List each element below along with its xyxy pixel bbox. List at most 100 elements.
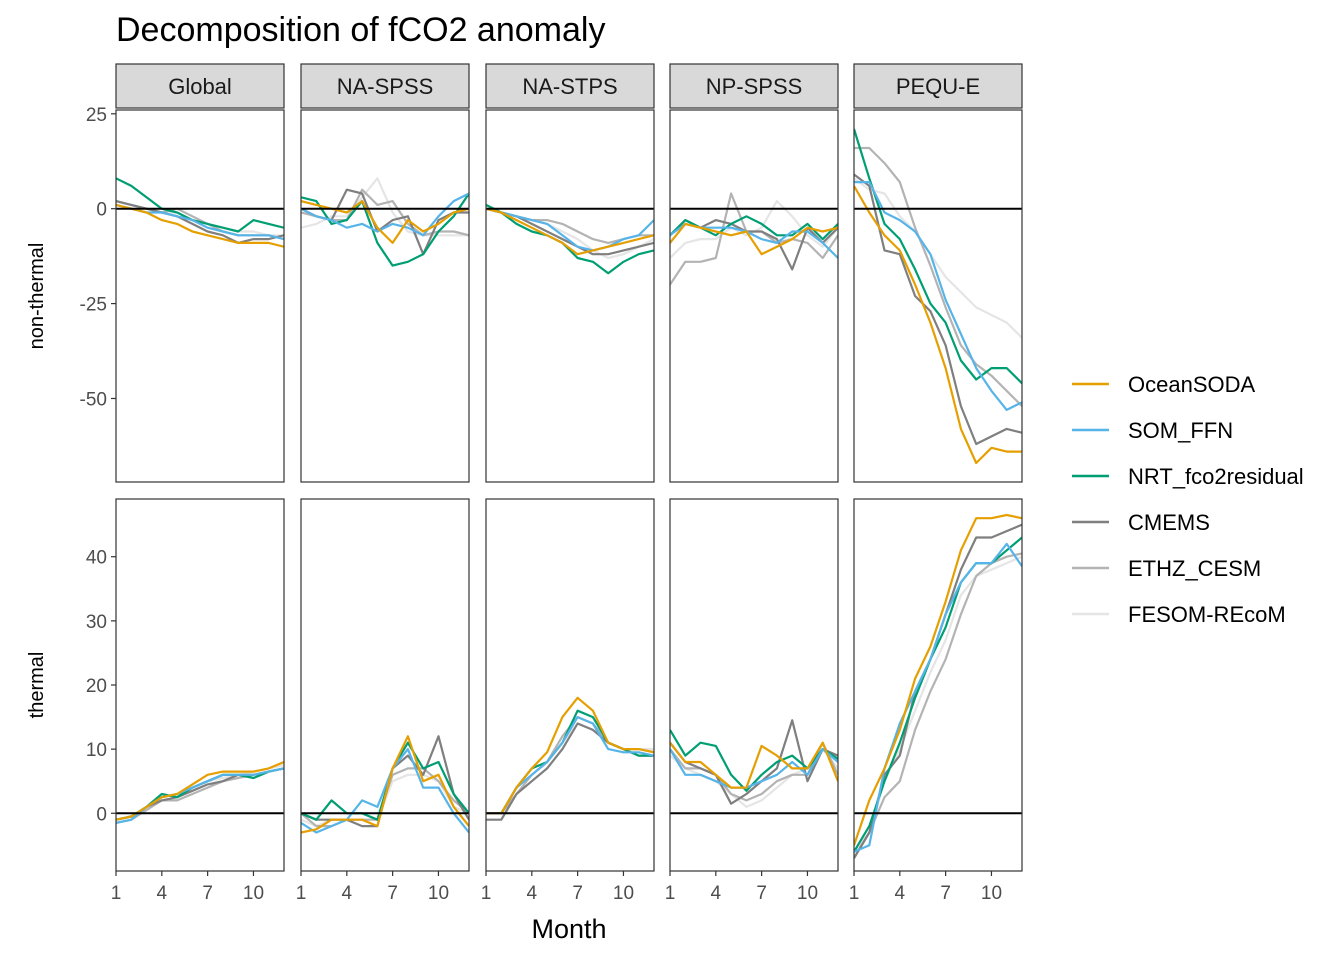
panel-background [116,110,284,482]
legend-item-som-ffn: SOM_FFN [1072,418,1233,443]
panel-border [485,498,655,872]
series-line-som-ffn [670,747,838,789]
y-tick-label: 30 [86,612,107,633]
strip-label-np-spss: NP-SPSS [706,74,803,99]
plot-area [301,177,469,267]
legend-label-nrt-fco2residual: NRT_fco2residual [1128,464,1304,489]
x-tick-label: 7 [756,883,767,904]
row-label-thermal: thermal [26,652,48,719]
x-tick-label: 7 [940,883,951,904]
strip-na-stps [485,63,655,109]
panel-thermal-pequ-e: 1 4 7 10 [849,498,1023,904]
series-line-som-ffn [854,181,1022,411]
series-line-oceansoda [116,760,284,821]
series-line-som-ffn [301,192,469,237]
plot-area [854,513,1022,859]
series-line-oceansoda [116,203,284,248]
panel-background [116,499,284,871]
legend-item-oceansoda: OceanSODA [1072,372,1255,397]
panel-border [300,498,470,872]
panel-thermal-na-stps: 1 4 7 10 [481,498,655,904]
plot-area [486,696,654,821]
strip-na-spss [300,63,470,109]
panel-thermal-np-spss: 1 4 7 10 [665,498,839,904]
series-line-nrt-fco2residual [854,128,1022,385]
panel-background [854,110,1022,482]
series-line-cmems [854,173,1022,446]
panel-thermal-na-spss: 1 4 7 10 [296,498,470,904]
x-tick-label: 4 [342,883,353,904]
x-tick-label: 10 [797,883,818,904]
x-tick-label: 10 [243,883,264,904]
series-line-ethz-cesm [854,146,1022,407]
legend-label-cmems: CMEMS [1128,510,1210,535]
x-tick-label: 1 [481,883,492,904]
series-line-oceansoda [301,735,469,834]
y-tick-label: 20 [86,676,107,697]
panel-background [486,110,654,482]
series-line-fesom-recom [854,177,1022,339]
panel-non-thermal-na-stps [485,109,655,483]
x-axis-title: Month [531,914,606,944]
plot-area [486,203,654,275]
legend-item-nrt-fco2residual: NRT_fco2residual [1072,464,1304,489]
x-tick-label: 10 [613,883,634,904]
legend-label-ethz-cesm: ETHZ_CESM [1128,556,1261,581]
strip-np-spss [669,63,839,109]
series-line-oceansoda [670,222,838,256]
panel-background [301,110,469,482]
strip-global [115,63,285,109]
legend-item-ethz-cesm: ETHZ_CESM [1072,556,1261,581]
legend-item-cmems: CMEMS [1072,510,1210,535]
panel-non-thermal-pequ-e [853,109,1023,483]
series-line-som-ffn [486,207,654,252]
plot-area [670,719,838,815]
series-line-oceansoda [486,207,654,256]
x-tick-label: 4 [711,883,722,904]
series-line-oceansoda [670,741,838,789]
strip-label-global: Global [168,74,232,99]
y-tick-label: 10 [86,740,107,761]
strip-label-pequ-e: PEQU-E [896,74,980,99]
y-tick-label: 25 [86,105,107,126]
legend-label-oceansoda: OceanSODA [1128,372,1255,397]
x-tick-label: 1 [111,883,122,904]
series-line-oceansoda [854,513,1022,846]
x-tick-label: 10 [981,883,1002,904]
panel-border [853,109,1023,483]
panel-border [115,109,285,483]
x-tick-label: 4 [527,883,538,904]
legend: OceanSODA SOM_FFN NRT_fco2residual CMEMS ETH… [1072,372,1304,627]
panel-background [670,499,838,871]
series-line-oceansoda [486,696,654,815]
series-line-nrt-fco2residual [116,177,284,233]
x-tick-label: 10 [428,883,449,904]
x-tick-label: 4 [157,883,168,904]
plot-area [670,192,838,286]
panel-non-thermal-na-spss [300,109,470,483]
legend-label-som-ffn: SOM_FFN [1128,418,1233,443]
panel-border [300,109,470,483]
x-tick-label: 7 [202,883,213,904]
y-tick-label: 40 [86,548,107,569]
series-line-som-ffn [854,542,1022,853]
plot-area [854,128,1022,465]
panel-non-thermal-np-spss [669,109,839,483]
panel-border [853,498,1023,872]
y-tick-label: 0 [96,200,107,221]
legend-item-fesom-recom: FESOM-REcoM [1072,602,1286,627]
series-line-cmems [670,719,838,805]
panel-background [486,499,654,871]
y-tick-label: -50 [80,389,107,410]
x-tick-label: 1 [849,883,860,904]
plot-area [301,735,469,834]
strip-label-na-spss: NA-SPSS [337,74,434,99]
x-tick-label: 7 [572,883,583,904]
y-tick-label: -25 [80,295,107,316]
x-tick-label: 4 [895,883,906,904]
plot-area [116,177,284,248]
x-tick-label: 1 [296,883,307,904]
panel-border [485,109,655,483]
panel-non-thermal-global [115,109,285,483]
